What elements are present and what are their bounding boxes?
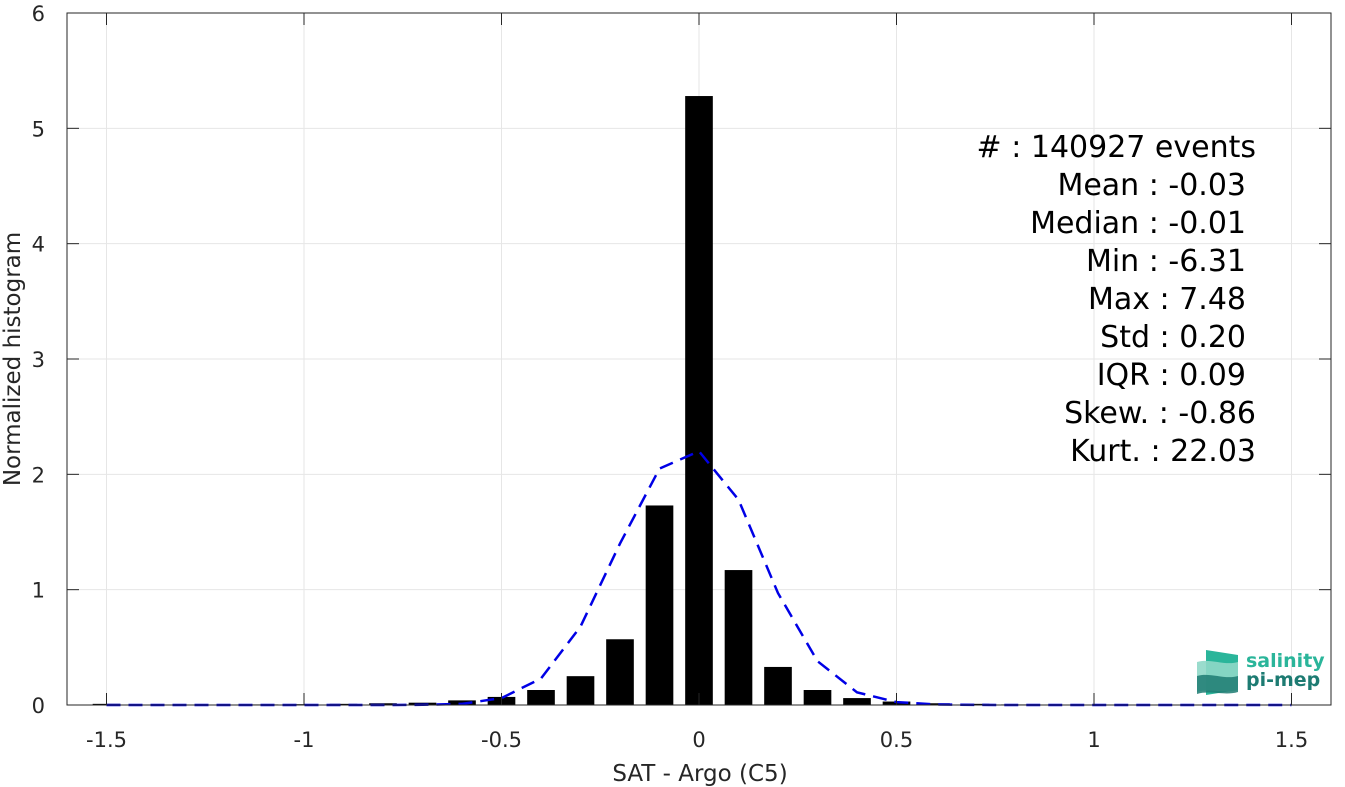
salinity-pimep-logo: salinity pi-mep (1197, 650, 1325, 695)
y-tick-label: 3 (32, 348, 45, 372)
axis-ticks (67, 12, 1331, 706)
stat-line: Max : 7.48 (1088, 282, 1246, 317)
x-tick-label: 0 (692, 728, 705, 752)
stat-line: Skew. : -0.86 (1064, 396, 1256, 431)
histogram-bar (961, 703, 990, 705)
stat-line: # : 140927 events (977, 130, 1256, 165)
y-tick-label: 2 (32, 463, 45, 487)
stat-line: Min : -6.31 (1086, 244, 1246, 279)
y-tick-labels: 0 1 2 3 4 5 6 (32, 2, 45, 718)
histogram-bar (922, 703, 950, 705)
y-tick-label: 5 (32, 117, 45, 141)
y-tick-label: 1 (32, 579, 45, 603)
histogram-bar (645, 505, 674, 705)
x-tick-label: -1 (294, 728, 315, 752)
y-tick-label: 4 (32, 233, 45, 257)
histogram-bar (606, 639, 634, 705)
logo-text-pimep: pi-mep (1246, 669, 1320, 691)
stat-line: Mean : -0.03 (1057, 168, 1246, 203)
x-tick-labels: -1.5 -1 -0.5 0 0.5 1 1.5 (86, 728, 1308, 752)
histogram-bar (764, 666, 792, 705)
y-axis-label: Normalized histogram (0, 232, 26, 486)
x-tick-label: 0.5 (880, 728, 913, 752)
stat-line: Std : 0.20 (1100, 320, 1246, 355)
x-axis-label: SAT - Argo (C5) (612, 761, 787, 787)
histogram-bar (724, 570, 753, 705)
x-tick-label: -1.5 (86, 728, 127, 752)
histogram-bar (685, 96, 713, 706)
bar-series (92, 96, 1306, 706)
stat-line: Kurt. : 22.03 (1070, 434, 1256, 469)
histogram-bar (527, 690, 555, 705)
x-tick-label: -0.5 (481, 728, 522, 752)
y-tick-label: 6 (32, 2, 45, 26)
y-tick-label: 0 (32, 694, 45, 718)
histogram-bar (803, 690, 832, 705)
histogram-bar (566, 676, 595, 705)
histogram-bar (843, 698, 871, 705)
logo-text-salinity: salinity (1246, 650, 1325, 672)
histogram-bar (329, 703, 358, 705)
stat-line: IQR : 0.09 (1097, 358, 1246, 393)
wave-logo-icon (1197, 650, 1238, 695)
stat-line: Median : -0.01 (1030, 206, 1246, 241)
x-tick-label: 1.5 (1275, 728, 1308, 752)
x-tick-label: 1 (1087, 728, 1100, 752)
